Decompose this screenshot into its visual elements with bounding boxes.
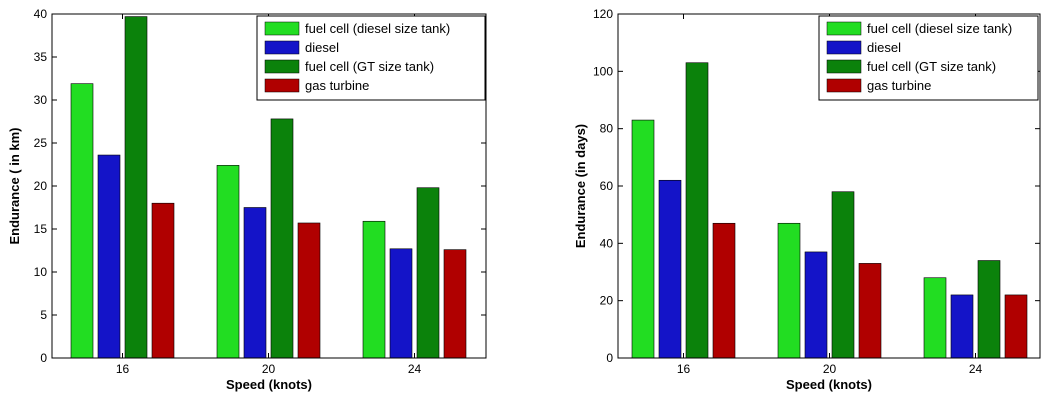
legend-swatch-4 — [826, 78, 862, 93]
legend-entry-4: gas turbine — [867, 78, 931, 93]
y-tick-label: 0 — [40, 351, 47, 365]
legend-entry-3: fuel cell (GT size tank) — [867, 59, 996, 74]
y-tick-label: 20 — [600, 294, 614, 308]
legend-swatch-3 — [264, 59, 300, 74]
bar-1-24-3 — [416, 187, 440, 359]
x-tick-label-16: 16 — [116, 362, 130, 376]
x-tick-label-24: 24 — [408, 362, 422, 376]
bar-2-16-2 — [658, 179, 682, 359]
y-tick-label: 80 — [600, 122, 614, 136]
bar-2-20-3 — [831, 191, 855, 359]
bar-1-16-3 — [124, 16, 148, 359]
bar-2-24-1 — [923, 277, 947, 359]
x-axis-label: Speed (knots) — [786, 377, 872, 392]
legend-swatch-2 — [826, 40, 862, 55]
y-tick-label: 40 — [34, 7, 48, 21]
x-tick-label-16: 16 — [677, 362, 691, 376]
legend-swatch-1 — [826, 21, 862, 36]
x-tick-label-24: 24 — [969, 362, 983, 376]
bar-2-16-1 — [631, 119, 655, 359]
y-tick-label: 100 — [593, 64, 613, 78]
y-tick-label: 30 — [34, 93, 48, 107]
bar-1-20-3 — [270, 118, 294, 359]
bar-2-16-3 — [685, 62, 709, 359]
bar-1-16-1 — [70, 83, 94, 359]
x-tick-label-20: 20 — [823, 362, 837, 376]
bar-2-24-3 — [977, 260, 1001, 359]
y-tick-label: 10 — [34, 265, 48, 279]
bar-2-16-4 — [712, 222, 736, 359]
legend-entry-2: diesel — [305, 40, 339, 55]
legend-entry-1: fuel cell (diesel size tank) — [867, 21, 1012, 36]
y-axis-label: Endurance ( in km) — [7, 127, 22, 244]
y-tick-label: 120 — [593, 7, 613, 21]
y-tick-label: 0 — [606, 351, 613, 365]
bar-2-20-2 — [804, 251, 828, 359]
bar-1-20-1 — [216, 165, 240, 359]
bar-1-20-4 — [297, 222, 321, 359]
x-axis-label: Speed (knots) — [226, 377, 312, 392]
y-tick-label: 40 — [600, 236, 614, 250]
bar-2-20-1 — [777, 222, 801, 359]
chart-1: 0 5 10 15 20 25 30 35 40 16 20 24 Speed (knots) Endur… — [7, 7, 487, 392]
legend-swatch-1 — [264, 21, 300, 36]
legend-entry-3: fuel cell (GT size tank) — [305, 59, 434, 74]
bar-1-24-4 — [443, 249, 467, 359]
bar-1-24-2 — [389, 248, 413, 359]
legend-2: fuel cell (diesel size tank) diesel fuel c… — [818, 15, 1039, 101]
legend-swatch-3 — [826, 59, 862, 74]
y-tick-label: 60 — [600, 179, 614, 193]
legend-entry-4: gas turbine — [305, 78, 369, 93]
bar-2-20-4 — [858, 263, 882, 359]
legend-swatch-4 — [264, 78, 300, 93]
chart-2: 0 20 40 60 80 100 120 16 20 24 Speed (knots) Endura… — [573, 7, 1041, 392]
y-tick-label: 20 — [34, 179, 48, 193]
y-tick-label: 35 — [34, 50, 48, 64]
y-tick-label: 25 — [34, 136, 48, 150]
bar-1-16-4 — [151, 202, 175, 359]
legend-entry-1: fuel cell (diesel size tank) — [305, 21, 450, 36]
legend-1: fuel cell (diesel size tank) diesel fuel c… — [256, 15, 486, 101]
legend-swatch-2 — [264, 40, 300, 55]
y-axis-label: Endurance (in days) — [573, 124, 588, 248]
bar-2-24-2 — [950, 294, 974, 359]
bar-2-24-4 — [1004, 294, 1028, 359]
bar-1-24-1 — [362, 220, 386, 359]
x-tick-label-20: 20 — [262, 362, 276, 376]
y-tick-label: 5 — [40, 308, 47, 322]
y-tick-label: 15 — [34, 222, 48, 236]
legend-entry-2: diesel — [867, 40, 901, 55]
bar-1-16-2 — [97, 154, 121, 359]
bar-1-20-2 — [243, 207, 267, 359]
